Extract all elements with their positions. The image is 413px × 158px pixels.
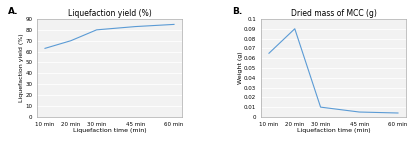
Title: Dried mass of MCC (g): Dried mass of MCC (g) bbox=[290, 9, 375, 18]
Y-axis label: Weight (g): Weight (g) bbox=[237, 52, 242, 84]
X-axis label: Liquefaction time (min): Liquefaction time (min) bbox=[73, 128, 146, 133]
Text: A.: A. bbox=[8, 7, 19, 16]
X-axis label: Liquefaction time (min): Liquefaction time (min) bbox=[296, 128, 369, 133]
Title: Liquefaction yield (%): Liquefaction yield (%) bbox=[67, 9, 151, 18]
Y-axis label: Liquefaction yield (%): Liquefaction yield (%) bbox=[19, 34, 24, 102]
Text: B.: B. bbox=[232, 7, 242, 16]
